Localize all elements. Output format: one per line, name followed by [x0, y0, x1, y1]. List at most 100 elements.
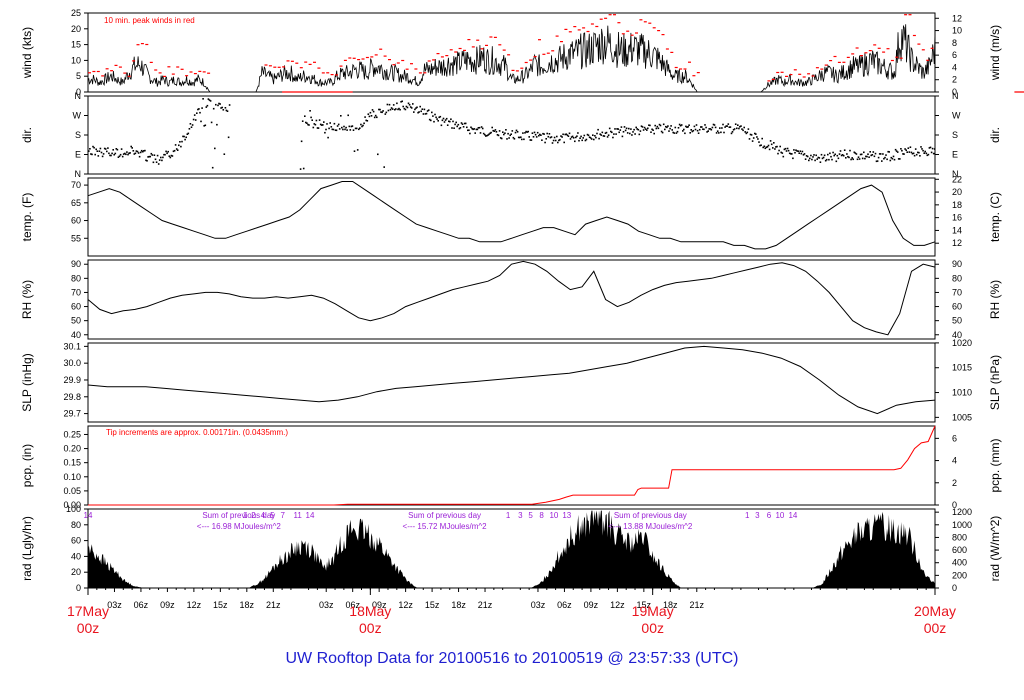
wind-peak-mark [379, 48, 383, 50]
wind-peak-mark [388, 59, 391, 61]
direction-point [843, 149, 846, 151]
wind-peak-mark [595, 25, 599, 28]
direction-point [561, 136, 563, 138]
direction-point [869, 151, 871, 153]
direction-point [193, 114, 196, 116]
direction-point [336, 125, 339, 127]
direction-point [374, 114, 377, 117]
direction-point [467, 129, 469, 132]
precip-left-tick-label: 0.05 [63, 486, 81, 496]
direction-point [796, 150, 798, 152]
wind-peak-mark [158, 72, 162, 74]
direction-point [913, 154, 916, 157]
wind-peak-mark [613, 14, 616, 16]
direction-point [570, 136, 573, 138]
direction-point [215, 103, 217, 106]
direction-point [838, 153, 841, 155]
wind-peak-mark [286, 60, 290, 62]
direction-point [643, 126, 646, 129]
direction-point [219, 103, 221, 105]
direction-point [410, 107, 413, 109]
direction-point [430, 119, 432, 122]
direction-point [96, 150, 99, 152]
direction-point [414, 108, 416, 111]
direction-point [424, 113, 427, 115]
x-axis-hour-label: 06z [345, 600, 360, 610]
direction-point [692, 129, 695, 132]
direction-point [356, 149, 359, 151]
direction-point [549, 136, 552, 139]
direction-point [876, 160, 879, 162]
wind-peak-mark [582, 27, 586, 29]
x-axis-hour-label: 21z [478, 600, 493, 610]
direction-point [160, 156, 162, 159]
direction-point [841, 154, 844, 156]
direction-point [562, 133, 564, 136]
wind-peak-mark [820, 68, 824, 70]
direction-point [524, 132, 526, 134]
direction-point [605, 131, 608, 134]
x-axis-day-date: 20May [914, 603, 956, 619]
direction-point [88, 150, 90, 152]
direction-point [209, 100, 212, 102]
direction-point [754, 132, 756, 135]
direction-point [781, 152, 784, 154]
direction-point [760, 144, 762, 146]
wind-peak-mark [917, 43, 921, 45]
radiation-hour-marker: 1 [745, 511, 750, 520]
direction-point [832, 151, 834, 154]
direction-point [366, 120, 369, 122]
radiation-hour-marker: 10 [775, 511, 784, 520]
radiation-hour-marker: 14 [788, 511, 797, 520]
wind-peak-mark [198, 70, 202, 72]
radiation-hour-marker: 7 [280, 511, 285, 520]
direction-point [863, 151, 865, 154]
direction-point [872, 151, 875, 153]
direction-point [427, 109, 430, 111]
direction-point [907, 147, 910, 149]
direction-point [338, 128, 341, 130]
direction-point [388, 103, 391, 106]
rh-panel-frame [87, 259, 936, 340]
direction-point [196, 112, 198, 114]
direction-point [217, 104, 219, 107]
radiation-right-tick-label: 200 [952, 570, 967, 580]
direction-point [369, 111, 372, 114]
direction-point [811, 158, 813, 161]
direction-point [855, 153, 858, 155]
direction-point [737, 124, 739, 126]
wind-peak-mark [551, 50, 555, 52]
direction-point [525, 130, 527, 133]
direction-point [744, 131, 746, 133]
wind-peak-mark [767, 80, 771, 82]
wind-peak-mark [860, 55, 863, 57]
wind-peak-mark [277, 66, 281, 68]
wind-peak-mark [652, 27, 656, 29]
direction-point [799, 150, 802, 152]
wind-left-tick-label: 25 [71, 8, 81, 18]
direction-point [582, 137, 584, 139]
direction-point [479, 132, 482, 134]
direction-point [130, 145, 132, 148]
direction-point [451, 127, 453, 129]
slp-left-tick-label: 29.8 [63, 392, 81, 402]
direction-point [581, 139, 583, 142]
radiation-hour-marker: 10 [549, 511, 558, 520]
direction-point [463, 122, 466, 125]
direction-point [618, 131, 620, 134]
direction-point [672, 131, 674, 134]
direction-point [758, 141, 760, 143]
direction-point [688, 124, 690, 126]
direction-point [228, 104, 231, 106]
direction-point [221, 106, 223, 109]
direction-point [313, 123, 316, 125]
direction-point [125, 153, 127, 156]
direction-point [584, 139, 587, 142]
direction-point [814, 159, 816, 162]
direction-point [226, 110, 229, 112]
direction-point [790, 153, 792, 155]
direction-point [404, 108, 407, 111]
wind-peak-mark [608, 14, 612, 16]
direction-point [861, 157, 864, 160]
